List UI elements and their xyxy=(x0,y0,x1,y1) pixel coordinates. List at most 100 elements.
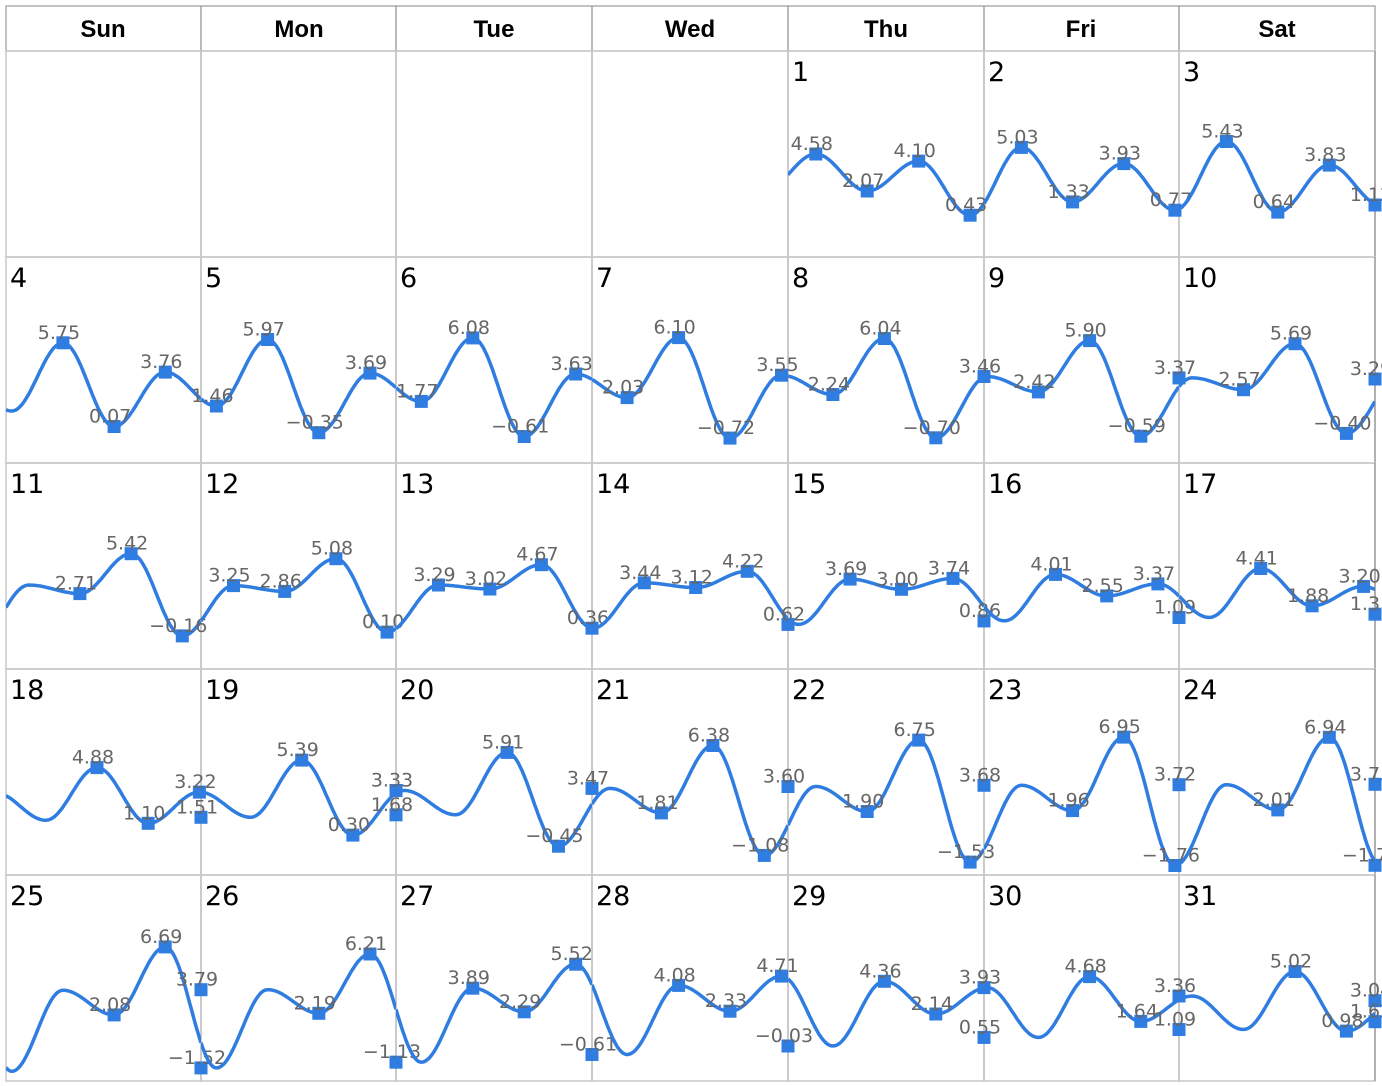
tide-curve xyxy=(6,765,201,826)
tide-value-label: 5.42 xyxy=(106,533,148,555)
day-24: 2.01 6.94 −1.75 3.75 24 xyxy=(1179,675,1382,872)
tide-value-label: 3.44 xyxy=(619,562,661,584)
tide-value-label: 5.03 xyxy=(996,126,1038,148)
weekday-label-fri: Fri xyxy=(1066,16,1097,43)
day-1: 4.58 2.07 4.10 0.43 1 xyxy=(788,57,987,222)
day-20: 5.91 −0.45 3.47 20 xyxy=(396,675,609,853)
day-number: 21 xyxy=(596,675,630,706)
tide-marker xyxy=(1117,157,1131,171)
tide-value-label: 1.62 xyxy=(1350,1001,1382,1023)
tide-marker xyxy=(809,147,823,161)
tide-marker xyxy=(192,785,206,799)
day-number: 10 xyxy=(1183,263,1217,294)
tide-value-label: 0.10 xyxy=(362,611,404,633)
tide-value-label: 2.71 xyxy=(55,573,97,595)
tide-value-label: 0.62 xyxy=(763,603,805,625)
tide-value-label: 2.07 xyxy=(842,170,884,192)
tide-marker xyxy=(1322,158,1336,172)
tide-marker xyxy=(278,584,292,598)
tide-curve xyxy=(984,735,1179,868)
day-number: 5 xyxy=(205,263,222,294)
day-28: 4.08 2.33 4.71 −0.03 28 xyxy=(592,881,813,1057)
tide-marker xyxy=(107,420,121,433)
tide-marker xyxy=(1357,579,1371,593)
tide-value-label: 3.79 xyxy=(176,969,218,991)
tide-value-label: 1.10 xyxy=(123,802,165,824)
day-number: 25 xyxy=(10,881,44,912)
tide-marker xyxy=(1066,195,1080,209)
tide-marker xyxy=(1368,1015,1382,1029)
tide-marker xyxy=(1288,337,1302,351)
tide-value-label: 2.57 xyxy=(1218,369,1260,391)
day-21: 1.81 6.38 −1.08 3.60 21 xyxy=(592,675,805,862)
day-number: 15 xyxy=(792,469,826,500)
tide-marker xyxy=(963,208,977,222)
tide-value-label: 0.98 xyxy=(1321,1010,1363,1032)
tide-value-label: 3.20 xyxy=(1338,565,1380,587)
tide-marker xyxy=(209,399,223,413)
tide-value-label: 3.89 xyxy=(448,967,490,989)
tide-marker xyxy=(1339,1024,1353,1038)
tide-marker xyxy=(585,1048,599,1061)
tide-value-label: 2.03 xyxy=(602,377,644,399)
tide-marker xyxy=(389,784,403,797)
tide-marker xyxy=(194,1061,208,1075)
tide-marker xyxy=(1049,567,1062,581)
day-number: 11 xyxy=(10,469,44,500)
tide-marker xyxy=(175,629,189,643)
tide-value-label: 6.94 xyxy=(1304,716,1346,738)
day-30: 4.68 1.64 3.36 1.09 30 xyxy=(984,881,1196,1040)
tide-marker xyxy=(1322,730,1336,744)
tide-marker xyxy=(194,810,208,824)
tide-value-label: 3.33 xyxy=(371,770,413,792)
day-cell xyxy=(5,50,202,258)
tide-marker xyxy=(90,761,104,775)
day-18: 4.88 1.10 3.22 1.51 18 xyxy=(6,675,218,830)
tide-value-label: 4.88 xyxy=(72,747,114,769)
tide-marker xyxy=(380,625,394,639)
tide-value-label: 2.19 xyxy=(294,992,336,1014)
day-26: 2.19 6.21 −1.13 26 xyxy=(201,881,421,1070)
tide-curve xyxy=(592,743,788,858)
tide-value-label: −1.52 xyxy=(168,1047,226,1069)
tide-value-label: 1.68 xyxy=(371,794,413,816)
tide-marker xyxy=(1117,730,1131,744)
tide-value-label: 2.08 xyxy=(89,994,131,1016)
tide-marker xyxy=(141,816,155,830)
tide-marker xyxy=(775,969,788,983)
tide-value-label: 4.36 xyxy=(859,960,901,982)
tide-marker xyxy=(757,848,771,862)
tide-marker xyxy=(1083,970,1097,984)
tide-marker xyxy=(946,571,960,585)
tide-value-label: 2.42 xyxy=(1013,371,1055,393)
tide-value-label: 3.83 xyxy=(1304,144,1346,166)
tide-marker xyxy=(1083,334,1097,348)
weekday-label-sun: Sun xyxy=(80,16,125,43)
tide-marker xyxy=(585,781,599,795)
tide-value-label: 2.29 xyxy=(499,991,541,1013)
tide-marker xyxy=(1031,385,1045,399)
tide-marker xyxy=(124,547,138,561)
tide-value-label: −0.35 xyxy=(286,412,344,434)
tide-marker xyxy=(1368,198,1382,212)
tide-value-label: 3.93 xyxy=(959,967,1001,989)
tide-value-label: −0.72 xyxy=(697,417,755,439)
weekday-label-wed: Wed xyxy=(665,16,715,43)
day-number: 30 xyxy=(988,881,1022,912)
tide-value-label: 5.02 xyxy=(1270,951,1312,973)
tide-value-label: 3.25 xyxy=(208,565,250,587)
tide-marker xyxy=(1237,383,1250,397)
day-number: 29 xyxy=(792,881,826,912)
tide-marker xyxy=(517,430,531,443)
tide-value-label: 2.24 xyxy=(808,374,850,396)
tide-value-label: 1.12 xyxy=(1350,184,1382,206)
tide-value-label: 5.97 xyxy=(242,319,284,341)
tide-marker xyxy=(723,431,737,445)
calendar-grid xyxy=(5,5,1376,1082)
tide-marker xyxy=(432,578,445,592)
tide-marker xyxy=(912,154,926,168)
tide-value-label: 3.29 xyxy=(413,564,455,586)
tide-marker xyxy=(637,576,651,590)
tide-marker xyxy=(963,855,977,869)
